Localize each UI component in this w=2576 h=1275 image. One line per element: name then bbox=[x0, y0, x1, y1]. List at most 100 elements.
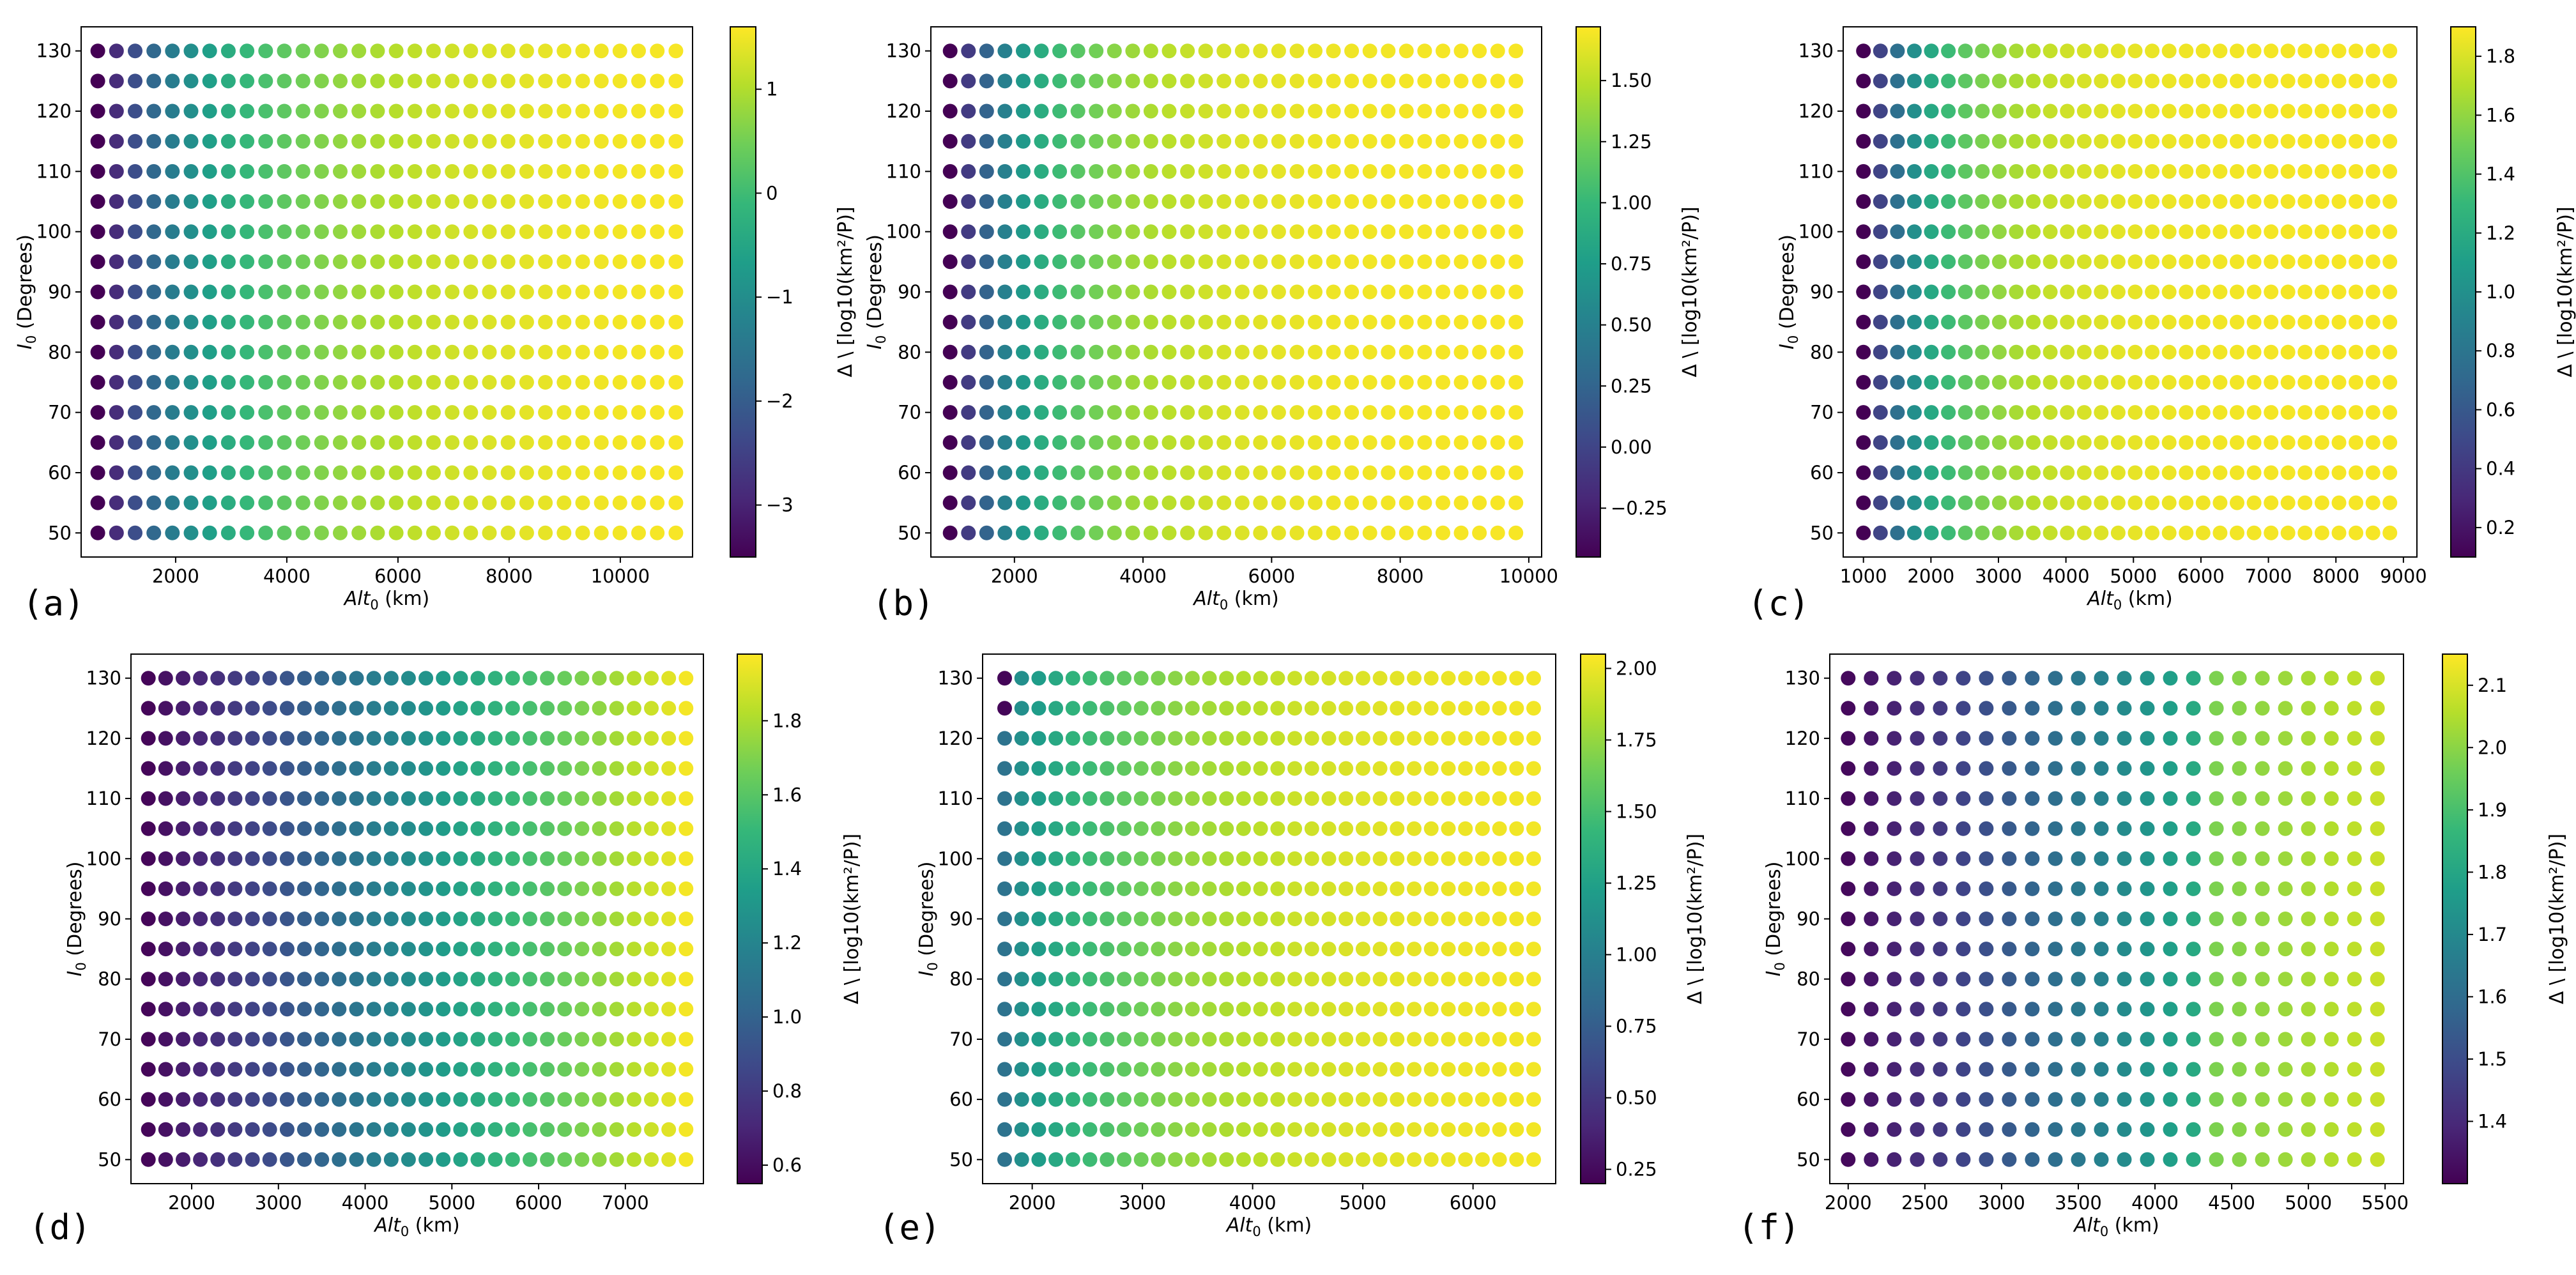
data-point bbox=[2264, 435, 2279, 450]
data-point bbox=[2297, 254, 2313, 270]
data-point bbox=[2349, 164, 2364, 179]
data-point bbox=[1198, 73, 1213, 89]
data-point bbox=[644, 1092, 659, 1107]
data-point bbox=[1065, 821, 1080, 836]
data-point bbox=[1436, 254, 1450, 270]
data-point bbox=[2140, 1002, 2155, 1017]
data-point bbox=[997, 1032, 1012, 1047]
data-point bbox=[961, 103, 976, 119]
data-point bbox=[1958, 194, 1973, 209]
data-point bbox=[2094, 1152, 2109, 1167]
colorbar-tick-label: 1.00 bbox=[1616, 944, 1657, 966]
data-point bbox=[2246, 194, 2262, 209]
data-point bbox=[2255, 821, 2270, 836]
data-point bbox=[193, 791, 208, 806]
data-point bbox=[592, 1122, 607, 1137]
data-point bbox=[1321, 731, 1337, 746]
data-point bbox=[277, 224, 292, 240]
data-point bbox=[574, 731, 590, 746]
data-point bbox=[2002, 881, 2017, 896]
data-point bbox=[1117, 1122, 1131, 1137]
data-point bbox=[1234, 284, 1250, 300]
data-point bbox=[1014, 942, 1029, 957]
data-point bbox=[2117, 851, 2132, 866]
data-point bbox=[1180, 103, 1195, 119]
data-point bbox=[366, 881, 381, 896]
data-point bbox=[277, 254, 292, 270]
data-point bbox=[1407, 851, 1422, 866]
x-tick-label: 2000 bbox=[1009, 1192, 1056, 1214]
data-point bbox=[1133, 1092, 1149, 1107]
data-point bbox=[128, 435, 142, 450]
data-point bbox=[1873, 284, 1888, 300]
data-point bbox=[1472, 164, 1487, 179]
data-point bbox=[1143, 224, 1158, 240]
y-tick-label: 50 bbox=[98, 1149, 121, 1170]
data-point bbox=[370, 254, 385, 270]
data-point bbox=[1321, 1092, 1337, 1107]
data-point bbox=[2048, 912, 2063, 926]
data-point bbox=[407, 375, 422, 390]
data-point bbox=[574, 1032, 590, 1047]
data-point bbox=[519, 344, 534, 360]
data-point bbox=[1089, 194, 1104, 209]
data-point bbox=[1864, 1002, 1879, 1017]
data-point bbox=[1417, 314, 1432, 330]
data-point bbox=[1308, 134, 1322, 149]
x-tick-label: 4000 bbox=[263, 565, 310, 587]
data-point bbox=[505, 942, 520, 957]
data-point bbox=[1975, 73, 1990, 89]
data-point bbox=[333, 435, 348, 450]
data-point bbox=[1082, 671, 1098, 686]
data-point bbox=[158, 701, 173, 716]
data-point bbox=[2163, 1152, 2178, 1167]
data-point bbox=[2280, 435, 2296, 450]
y-tick-label: 50 bbox=[1797, 1149, 1820, 1170]
data-point bbox=[2255, 1062, 2270, 1077]
data-point bbox=[1841, 851, 1856, 866]
data-point bbox=[1125, 375, 1140, 390]
data-point bbox=[2071, 1092, 2086, 1107]
data-point bbox=[366, 1002, 381, 1017]
x-axis-label: Alt0 (km) bbox=[1225, 1214, 1312, 1239]
data-point bbox=[436, 912, 451, 926]
data-point bbox=[2094, 435, 2109, 450]
colorbar-tick-label: 1.4 bbox=[2486, 164, 2515, 185]
data-point bbox=[1873, 73, 1888, 89]
data-point bbox=[2026, 344, 2041, 360]
data-point bbox=[1399, 314, 1414, 330]
data-point bbox=[594, 375, 609, 390]
data-point bbox=[1975, 103, 1990, 119]
data-point bbox=[1453, 103, 1469, 119]
data-point bbox=[1956, 821, 1971, 836]
data-point bbox=[146, 375, 162, 390]
data-point bbox=[2230, 73, 2244, 89]
data-point bbox=[2094, 942, 2109, 957]
data-point bbox=[2365, 164, 2380, 179]
data-point bbox=[295, 134, 310, 149]
x-tick-label: 5000 bbox=[1339, 1192, 1386, 1214]
data-point bbox=[2230, 465, 2244, 480]
data-point bbox=[1492, 821, 1507, 836]
data-point bbox=[366, 671, 381, 686]
data-point bbox=[1423, 821, 1439, 836]
data-point bbox=[146, 465, 162, 480]
data-point bbox=[1490, 103, 1505, 119]
data-point bbox=[401, 912, 416, 926]
data-point bbox=[2071, 761, 2086, 776]
data-point bbox=[401, 1062, 416, 1077]
data-point bbox=[176, 881, 190, 896]
data-point bbox=[314, 761, 330, 776]
data-point bbox=[436, 1062, 451, 1077]
data-point bbox=[519, 103, 534, 119]
data-point bbox=[1873, 224, 1888, 240]
data-point bbox=[1906, 73, 1922, 89]
data-point bbox=[240, 284, 255, 300]
data-point bbox=[470, 972, 486, 987]
data-point bbox=[1492, 881, 1507, 896]
data-point bbox=[979, 194, 994, 209]
y-tick-label: 50 bbox=[1810, 522, 1834, 544]
data-point bbox=[314, 103, 329, 119]
data-point bbox=[314, 1062, 330, 1077]
data-point bbox=[193, 731, 208, 746]
